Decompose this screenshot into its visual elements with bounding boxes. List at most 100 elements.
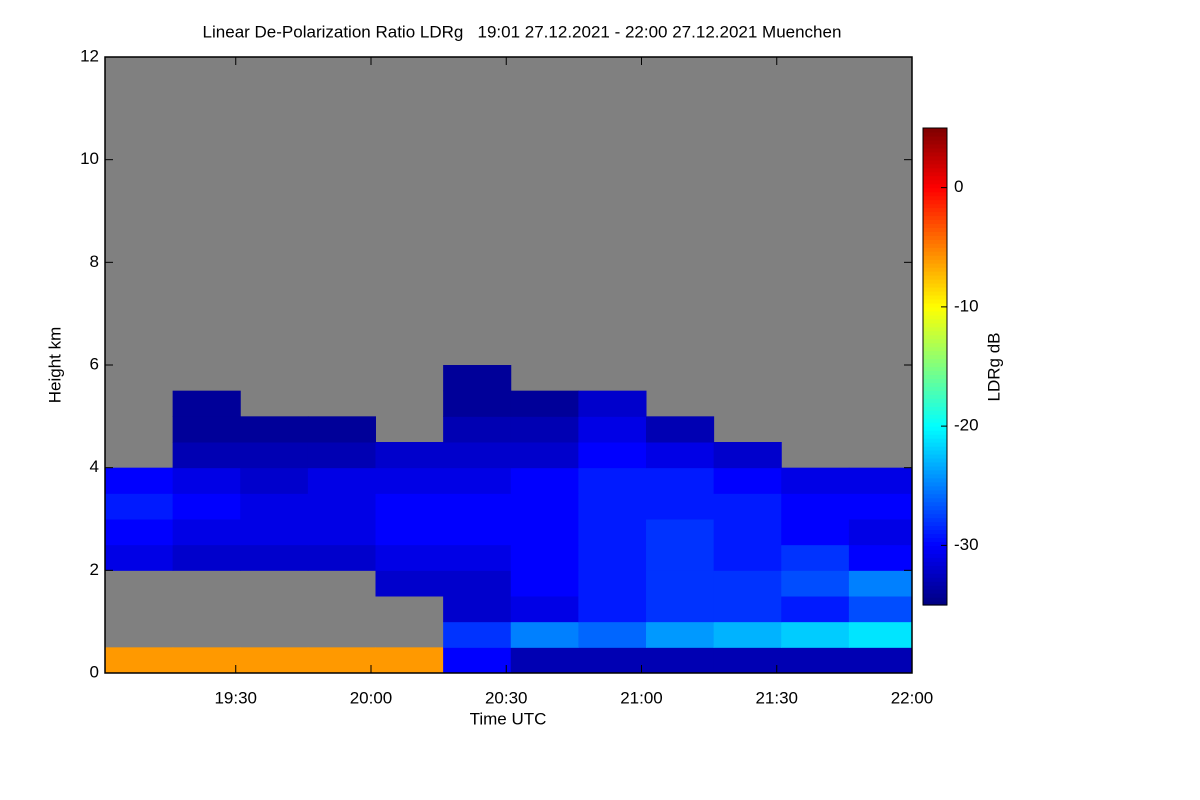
- colorbar-swatch: [923, 283, 947, 288]
- colorbar-swatch: [923, 195, 947, 201]
- colorbar-swatch: [923, 485, 947, 491]
- heatmap-cell: [848, 596, 913, 623]
- colorbar-swatch: [923, 402, 947, 407]
- colorbar-swatch: [923, 561, 947, 566]
- heatmap-cell: [443, 621, 512, 648]
- colorbar-swatch: [923, 290, 947, 296]
- colorbar-swatch: [923, 438, 947, 443]
- heatmap-cell: [240, 416, 309, 443]
- heatmap-cell: [510, 621, 579, 648]
- heatmap-cell: [105, 493, 174, 520]
- heatmap-cell: [578, 621, 647, 648]
- heatmap-cell: [307, 416, 377, 443]
- colorbar-swatch: [923, 191, 947, 197]
- colorbar-swatch: [923, 453, 947, 459]
- heatmap-cell: [713, 596, 782, 623]
- colorbar-swatch: [923, 378, 947, 383]
- colorbar-swatch: [923, 163, 947, 169]
- heatmap-cell: [240, 647, 309, 674]
- colorbar-swatch: [923, 247, 947, 252]
- colorbar-swatch: [923, 330, 947, 336]
- colorbar-swatch: [923, 131, 947, 137]
- colorbar-swatch: [923, 155, 947, 161]
- heatmap-cell: [646, 570, 715, 597]
- colorbar-swatch: [923, 505, 947, 511]
- colorbar-swatch: [923, 267, 947, 272]
- heatmap-cell: [510, 416, 579, 443]
- heatmap-cell: [646, 416, 715, 443]
- colorbar-swatch: [923, 541, 947, 546]
- colorbar-swatch: [923, 326, 947, 332]
- heatmap-cell: [307, 442, 377, 469]
- colorbar-swatch: [923, 294, 947, 300]
- heatmap-cell: [510, 442, 579, 469]
- colorbar-swatch: [923, 442, 947, 447]
- heatmap-cell: [510, 390, 579, 417]
- heatmap-cell: [781, 544, 850, 571]
- colorbar-swatch: [923, 263, 947, 268]
- heatmap-cell: [578, 596, 647, 623]
- colorbar-swatch: [923, 465, 947, 471]
- colorbar-swatch: [923, 159, 947, 165]
- colorbar-swatch: [923, 585, 947, 590]
- heatmap-cell: [646, 647, 715, 674]
- colorbar-swatch: [923, 199, 947, 205]
- heatmap-cell: [578, 390, 647, 417]
- heatmap-cell: [510, 519, 579, 546]
- heatmap-cell: [172, 493, 241, 520]
- heatmap-cell: [781, 570, 850, 597]
- colorbar-swatch: [923, 346, 947, 352]
- heatmap-cell: [375, 647, 444, 674]
- colorbar-swatch: [923, 306, 947, 312]
- heatmap-cell: [307, 647, 377, 674]
- heatmap-cell: [375, 519, 444, 546]
- colorbar-swatch: [923, 271, 947, 276]
- heatmap-cell: [781, 621, 850, 648]
- colorbar-swatch: [923, 362, 947, 368]
- heatmap-cell: [172, 442, 241, 469]
- heatmap-cell: [713, 570, 782, 597]
- heatmap-cell: [848, 570, 913, 597]
- colorbar-swatch: [923, 601, 947, 606]
- colorbar-swatch: [923, 557, 947, 562]
- colorbar-swatch: [923, 314, 947, 320]
- heatmap-cell: [307, 544, 377, 571]
- heatmap-cell: [240, 544, 309, 571]
- colorbar-swatch: [923, 517, 947, 523]
- colorbar-swatch: [923, 581, 947, 586]
- colorbar-swatch: [923, 390, 947, 395]
- heatmap-cell: [646, 519, 715, 546]
- y-tick-label: 8: [90, 252, 99, 271]
- y-tick-label: 0: [90, 662, 99, 681]
- heatmap-cell: [443, 570, 512, 597]
- colorbar-tick-label: 0: [954, 177, 963, 196]
- colorbar-swatch: [923, 477, 947, 483]
- colorbar-swatch: [923, 386, 947, 391]
- heatmap-cell: [240, 467, 309, 494]
- heatmap-cell: [105, 647, 174, 674]
- heatmap-cell: [240, 493, 309, 520]
- heatmap-cell: [375, 467, 444, 494]
- heatmap-cell: [172, 647, 241, 674]
- colorbar-swatch: [923, 211, 947, 217]
- colorbar-swatch: [923, 525, 947, 531]
- colorbar-swatch: [923, 469, 947, 475]
- heatmap-cell: [848, 493, 913, 520]
- colorbar-swatch: [923, 334, 947, 340]
- heatmap-cell: [781, 519, 850, 546]
- colorbar-label: LDRg dB: [984, 333, 1003, 402]
- heatmap-cell: [172, 467, 241, 494]
- colorbar-swatch: [923, 501, 947, 507]
- heatmap-cell: [848, 621, 913, 648]
- x-tick-label: 20:00: [350, 688, 393, 707]
- colorbar-swatch: [923, 235, 947, 240]
- colorbar-swatch: [923, 481, 947, 487]
- heatmap-cell: [105, 544, 174, 571]
- x-tick-label: 19:30: [214, 688, 257, 707]
- colorbar-swatch: [923, 227, 947, 232]
- colorbar-swatch: [923, 338, 947, 344]
- heatmap-cell: [646, 544, 715, 571]
- colorbar-swatch: [923, 565, 947, 570]
- colorbar-swatch: [923, 358, 947, 364]
- heatmap-cell: [781, 596, 850, 623]
